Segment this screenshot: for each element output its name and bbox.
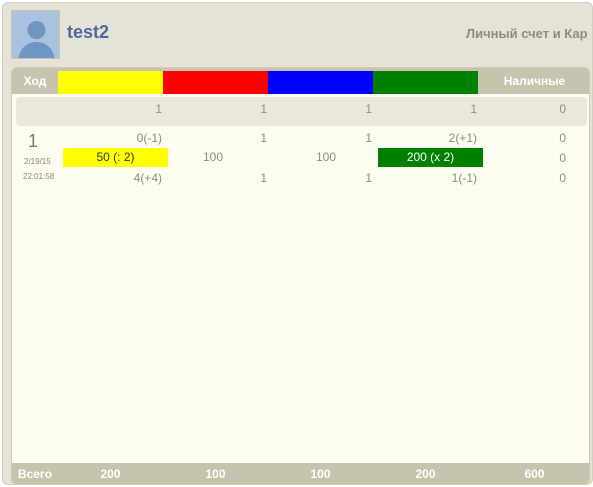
red-column-header [163,71,268,94]
summary-cash: 0 [559,102,566,116]
avatar[interactable] [11,10,60,59]
total-red: 100 [205,467,226,481]
summary-row [16,97,587,126]
green-column-header [373,71,478,94]
total-green: 200 [415,467,436,481]
row2-red: 100 [202,150,224,164]
row1-green: 2(+1) [448,131,477,145]
cash-column-header: Наличные [503,74,566,88]
row3-cash: 0 [559,171,566,185]
profile-header: test2 Личный счет и Кар [3,3,593,65]
user-silhouette-icon [12,11,59,58]
row1-yellow: 0(-1) [136,131,162,145]
turn-column-header: Ход [23,74,47,88]
turn-date: 2/19/15 [24,157,51,166]
row2-cash: 0 [559,151,566,165]
row3-blue: 1 [365,171,372,185]
row1-cash: 0 [559,131,566,145]
total-label: Всего [17,467,53,481]
row1-red: 1 [260,131,267,145]
yellow-column-header [58,71,163,94]
summary-blue: 1 [365,102,372,116]
summary-red: 1 [260,102,267,116]
green-bet-badge: 200 (x 2) [378,148,483,167]
row3-yellow: 4(+4) [133,171,162,185]
summary-green: 1 [470,102,477,116]
score-table: Ход Наличные 1 1 1 1 0 1 2/19/15 22:01:5… [11,67,590,485]
summary-yellow: 1 [155,102,162,116]
table-header: Ход Наличные [12,68,589,94]
account-link[interactable]: Личный счет и Кар [466,26,588,41]
row3-red: 1 [260,171,267,185]
row2-blue: 100 [315,150,337,164]
blue-column-header [268,71,373,94]
row3-green: 1(-1) [451,171,477,185]
total-cash: 600 [524,467,545,481]
turn-time: 22:01:58 [23,172,55,181]
row1-blue: 1 [365,131,372,145]
totals-row: Всего 200 100 100 200 600 [12,463,589,484]
total-blue: 100 [310,467,331,481]
yellow-bet-badge: 50 (: 2) [63,148,168,167]
turn-number: 1 [28,131,39,151]
username[interactable]: test2 [67,22,110,42]
total-yellow: 200 [100,467,121,481]
